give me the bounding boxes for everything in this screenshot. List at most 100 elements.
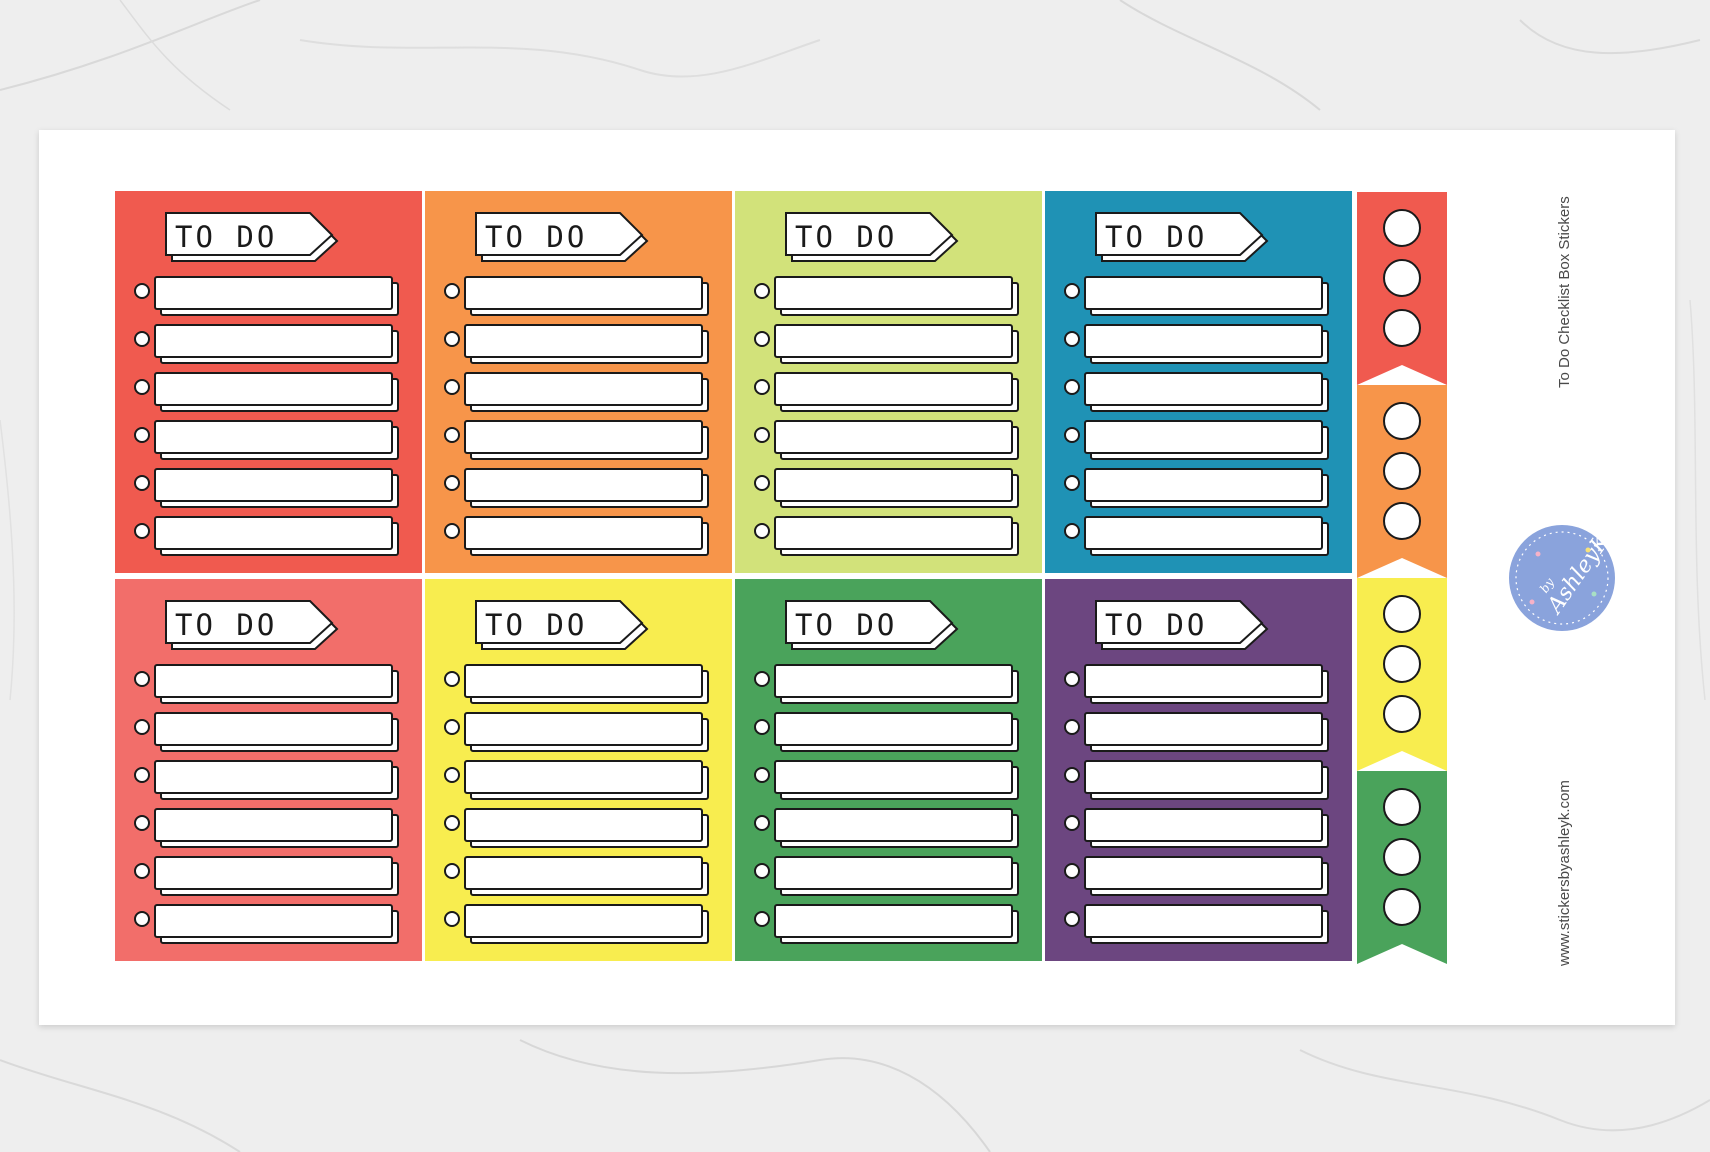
write-line bbox=[774, 856, 1013, 890]
checklist-row bbox=[444, 420, 709, 460]
checklist-row bbox=[1064, 808, 1329, 848]
write-line bbox=[1084, 664, 1323, 698]
flag-checkbox-circle bbox=[1383, 502, 1421, 540]
write-line bbox=[464, 856, 703, 890]
checkbox-dot bbox=[444, 523, 460, 539]
write-line bbox=[1084, 420, 1323, 454]
todo-label: TO DO bbox=[475, 212, 649, 262]
todo-label-text: TO DO bbox=[485, 220, 587, 254]
checkbox-dot bbox=[134, 283, 150, 299]
checkbox-dot bbox=[134, 911, 150, 927]
write-line bbox=[464, 808, 703, 842]
checkbox-dot bbox=[754, 475, 770, 491]
brand-logo: by AshleyK bbox=[1509, 525, 1616, 631]
write-line bbox=[774, 324, 1013, 358]
todo-label: TO DO bbox=[475, 600, 649, 650]
checkbox-dot bbox=[1064, 523, 1080, 539]
write-line bbox=[1084, 856, 1323, 890]
checkbox-dot bbox=[134, 379, 150, 395]
write-line bbox=[464, 468, 703, 502]
write-line bbox=[464, 904, 703, 938]
checklist-row bbox=[444, 904, 709, 944]
todo-box-art: TO DO bbox=[754, 212, 1019, 556]
todo-label-text: TO DO bbox=[795, 220, 897, 254]
checkbox-dot bbox=[754, 379, 770, 395]
write-line bbox=[1084, 516, 1323, 550]
write-line bbox=[1084, 904, 1323, 938]
flag-checkbox-circle bbox=[1383, 259, 1421, 297]
checklist-row bbox=[754, 664, 1019, 704]
todo-label: TO DO bbox=[785, 600, 959, 650]
checkbox-dot bbox=[754, 815, 770, 831]
flag-checkbox-circle bbox=[1383, 645, 1421, 683]
todo-label-text: TO DO bbox=[175, 608, 277, 642]
todo-box-4: TO DO bbox=[1045, 191, 1352, 573]
write-line bbox=[1084, 276, 1323, 310]
write-line bbox=[774, 516, 1013, 550]
checklist-row bbox=[754, 516, 1019, 556]
checkbox-dot bbox=[754, 331, 770, 347]
checklist-row bbox=[754, 904, 1019, 944]
write-line bbox=[774, 372, 1013, 406]
write-line bbox=[774, 468, 1013, 502]
write-line bbox=[154, 712, 393, 746]
checkbox-dot bbox=[134, 331, 150, 347]
todo-label: TO DO bbox=[1095, 600, 1269, 650]
checkbox-dot bbox=[1064, 863, 1080, 879]
checkbox-dot bbox=[444, 671, 460, 687]
checklist-row bbox=[444, 664, 709, 704]
todo-label: TO DO bbox=[1095, 212, 1269, 262]
checklist-row bbox=[444, 324, 709, 364]
checklist-row bbox=[444, 856, 709, 896]
write-line bbox=[464, 712, 703, 746]
todo-label-text: TO DO bbox=[175, 220, 277, 254]
write-line bbox=[1084, 808, 1323, 842]
checkbox-dot bbox=[134, 475, 150, 491]
write-line bbox=[464, 760, 703, 794]
checklist-row bbox=[1064, 516, 1329, 556]
checklist-row bbox=[134, 276, 399, 316]
flag-checkbox-circle bbox=[1383, 452, 1421, 490]
todo-box-art: TO DO bbox=[1064, 212, 1329, 556]
checkbox-dot bbox=[134, 523, 150, 539]
write-line bbox=[774, 276, 1013, 310]
checklist-row bbox=[444, 468, 709, 508]
checkbox-dot bbox=[754, 523, 770, 539]
checklist-row bbox=[1064, 372, 1329, 412]
checklist-row bbox=[754, 808, 1019, 848]
checkbox-dot bbox=[1064, 331, 1080, 347]
write-line bbox=[774, 808, 1013, 842]
checkbox-dot bbox=[1064, 815, 1080, 831]
checklist-row bbox=[134, 904, 399, 944]
todo-label-text: TO DO bbox=[1105, 608, 1207, 642]
checklist-row bbox=[1064, 324, 1329, 364]
checkbox-dot bbox=[134, 863, 150, 879]
checkbox-dot bbox=[1064, 379, 1080, 395]
flag-checkbox-circle bbox=[1383, 309, 1421, 347]
checklist-row bbox=[134, 324, 399, 364]
write-line bbox=[774, 664, 1013, 698]
checkbox-dot bbox=[1064, 283, 1080, 299]
write-line bbox=[1084, 712, 1323, 746]
write-line bbox=[154, 420, 393, 454]
checklist-row bbox=[134, 516, 399, 556]
checkbox-dot bbox=[444, 767, 460, 783]
checklist-row bbox=[134, 664, 399, 704]
checkbox-dot bbox=[444, 427, 460, 443]
checklist-row bbox=[1064, 904, 1329, 944]
todo-label-text: TO DO bbox=[795, 608, 897, 642]
checklist-row bbox=[134, 856, 399, 896]
checkbox-dot bbox=[444, 719, 460, 735]
checkbox-flag-2 bbox=[1357, 385, 1447, 578]
website-url: www.stickersbyashleyk.com bbox=[1556, 780, 1573, 966]
checklist-row bbox=[134, 468, 399, 508]
checklist-row bbox=[134, 372, 399, 412]
checkbox-dot bbox=[1064, 475, 1080, 491]
checkbox-dot bbox=[444, 475, 460, 491]
checklist-row bbox=[754, 276, 1019, 316]
todo-box-1: TO DO bbox=[115, 191, 422, 573]
checkbox-dot bbox=[754, 427, 770, 443]
checklist-row bbox=[444, 276, 709, 316]
checkbox-dot bbox=[754, 283, 770, 299]
todo-label-text: TO DO bbox=[485, 608, 587, 642]
